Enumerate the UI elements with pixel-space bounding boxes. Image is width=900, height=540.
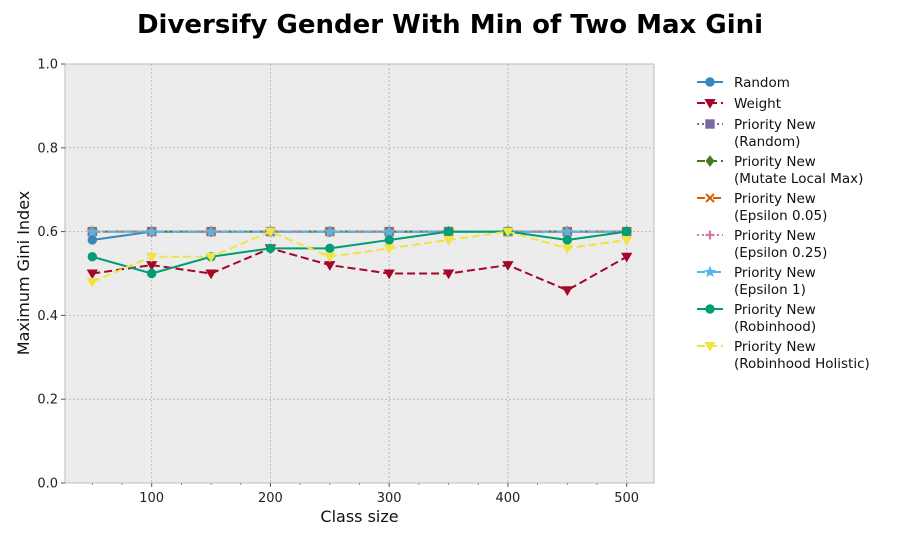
legend-marker <box>705 155 715 167</box>
data-point <box>621 252 633 263</box>
legend-item: Priority New (Epsilon 0.05) <box>697 191 827 224</box>
y-axis-label: Maximum Gini Index <box>14 191 33 355</box>
legend-marker <box>704 342 716 352</box>
x-axis-label: Class size <box>320 507 398 526</box>
x-tick-label: 500 <box>614 491 639 506</box>
chart-title: Diversify Gender With Min of Two Max Gin… <box>137 10 763 40</box>
series-line <box>92 247 628 292</box>
ticks: 100 200 300 400 500 0.0 0.2 0.4 0.6 0.8 1.0 <box>37 58 639 507</box>
legend-label: Priority New (Random) <box>734 117 816 150</box>
data-point <box>86 269 98 280</box>
series-line <box>91 230 627 283</box>
data-point <box>325 243 335 254</box>
data-point <box>324 252 336 263</box>
data-point <box>265 243 276 254</box>
legend-marker <box>705 77 715 87</box>
legend-marker <box>705 230 715 240</box>
legend-label: Weight <box>734 96 781 112</box>
data-point <box>264 227 277 238</box>
data-point <box>561 286 573 297</box>
y-tick-label: 0.0 <box>37 477 58 492</box>
legend-item: Priority New (Mutate Local Max) <box>697 154 863 187</box>
data-point <box>442 235 455 246</box>
data-point <box>87 252 98 262</box>
legend-marker <box>704 99 716 109</box>
y-tick-label: 0.4 <box>37 309 58 324</box>
legend-marker <box>705 193 715 203</box>
y-tick-label: 1.0 <box>37 58 58 73</box>
grid <box>65 64 654 483</box>
data-point <box>384 235 394 245</box>
data-point <box>442 269 455 280</box>
data-point <box>443 226 454 237</box>
x-tick-label: 400 <box>496 491 521 506</box>
data-point <box>502 227 514 238</box>
legend-item: Priority New (Random) <box>697 117 816 150</box>
plot-area <box>64 63 655 484</box>
legend-label: Priority New (Mutate Local Max) <box>734 154 863 187</box>
legend-item: Priority New (Epsilon 0.25) <box>697 228 827 261</box>
y-tick-label: 0.6 <box>37 225 58 240</box>
legend-marker <box>703 265 717 278</box>
data-point <box>621 235 633 246</box>
legend: Random Weight Priority New (Random) Priority… <box>697 75 870 372</box>
legend-label: Priority New (Robinhood Holistic) <box>734 339 870 372</box>
data-point <box>323 225 336 237</box>
y-tick-label: 0.2 <box>37 393 58 408</box>
legend-marker <box>705 119 715 129</box>
legend-item: Priority New (Robinhood Holistic) <box>697 339 870 372</box>
data-point <box>561 244 573 255</box>
series-line <box>92 230 627 275</box>
data-point <box>562 235 573 245</box>
y-tick-label: 0.8 <box>37 141 58 156</box>
data-point <box>383 244 395 255</box>
data-point <box>145 225 158 237</box>
legend-item: Priority New (Robinhood) <box>697 302 816 335</box>
data-point <box>146 268 157 279</box>
data-point <box>86 277 98 288</box>
data-point <box>205 269 217 280</box>
data-point <box>561 225 574 237</box>
legend-item: Weight <box>697 96 781 112</box>
legend-label: Priority New (Epsilon 0.05) <box>734 191 827 224</box>
data-point <box>146 252 158 263</box>
data-point <box>621 226 632 237</box>
data-point <box>383 225 396 237</box>
legend-item: Random <box>697 75 790 91</box>
data-point <box>383 269 395 280</box>
legend-label: Priority New (Robinhood) <box>734 302 816 335</box>
data-point <box>205 225 218 237</box>
legend-label: Priority New (Epsilon 1) <box>734 265 816 298</box>
data-point <box>502 261 514 271</box>
series-8 <box>86 227 633 288</box>
series-lines <box>86 225 633 297</box>
x-tick-label: 100 <box>139 491 164 506</box>
legend-marker <box>705 304 715 314</box>
x-tick-label: 200 <box>258 491 283 506</box>
data-point <box>86 225 99 237</box>
legend-label: Priority New (Epsilon 0.25) <box>734 228 827 261</box>
data-point <box>205 252 217 263</box>
legend-item: Priority New (Epsilon 1) <box>697 265 816 298</box>
legend-label: Random <box>734 75 790 91</box>
x-tick-label: 300 <box>377 491 402 506</box>
